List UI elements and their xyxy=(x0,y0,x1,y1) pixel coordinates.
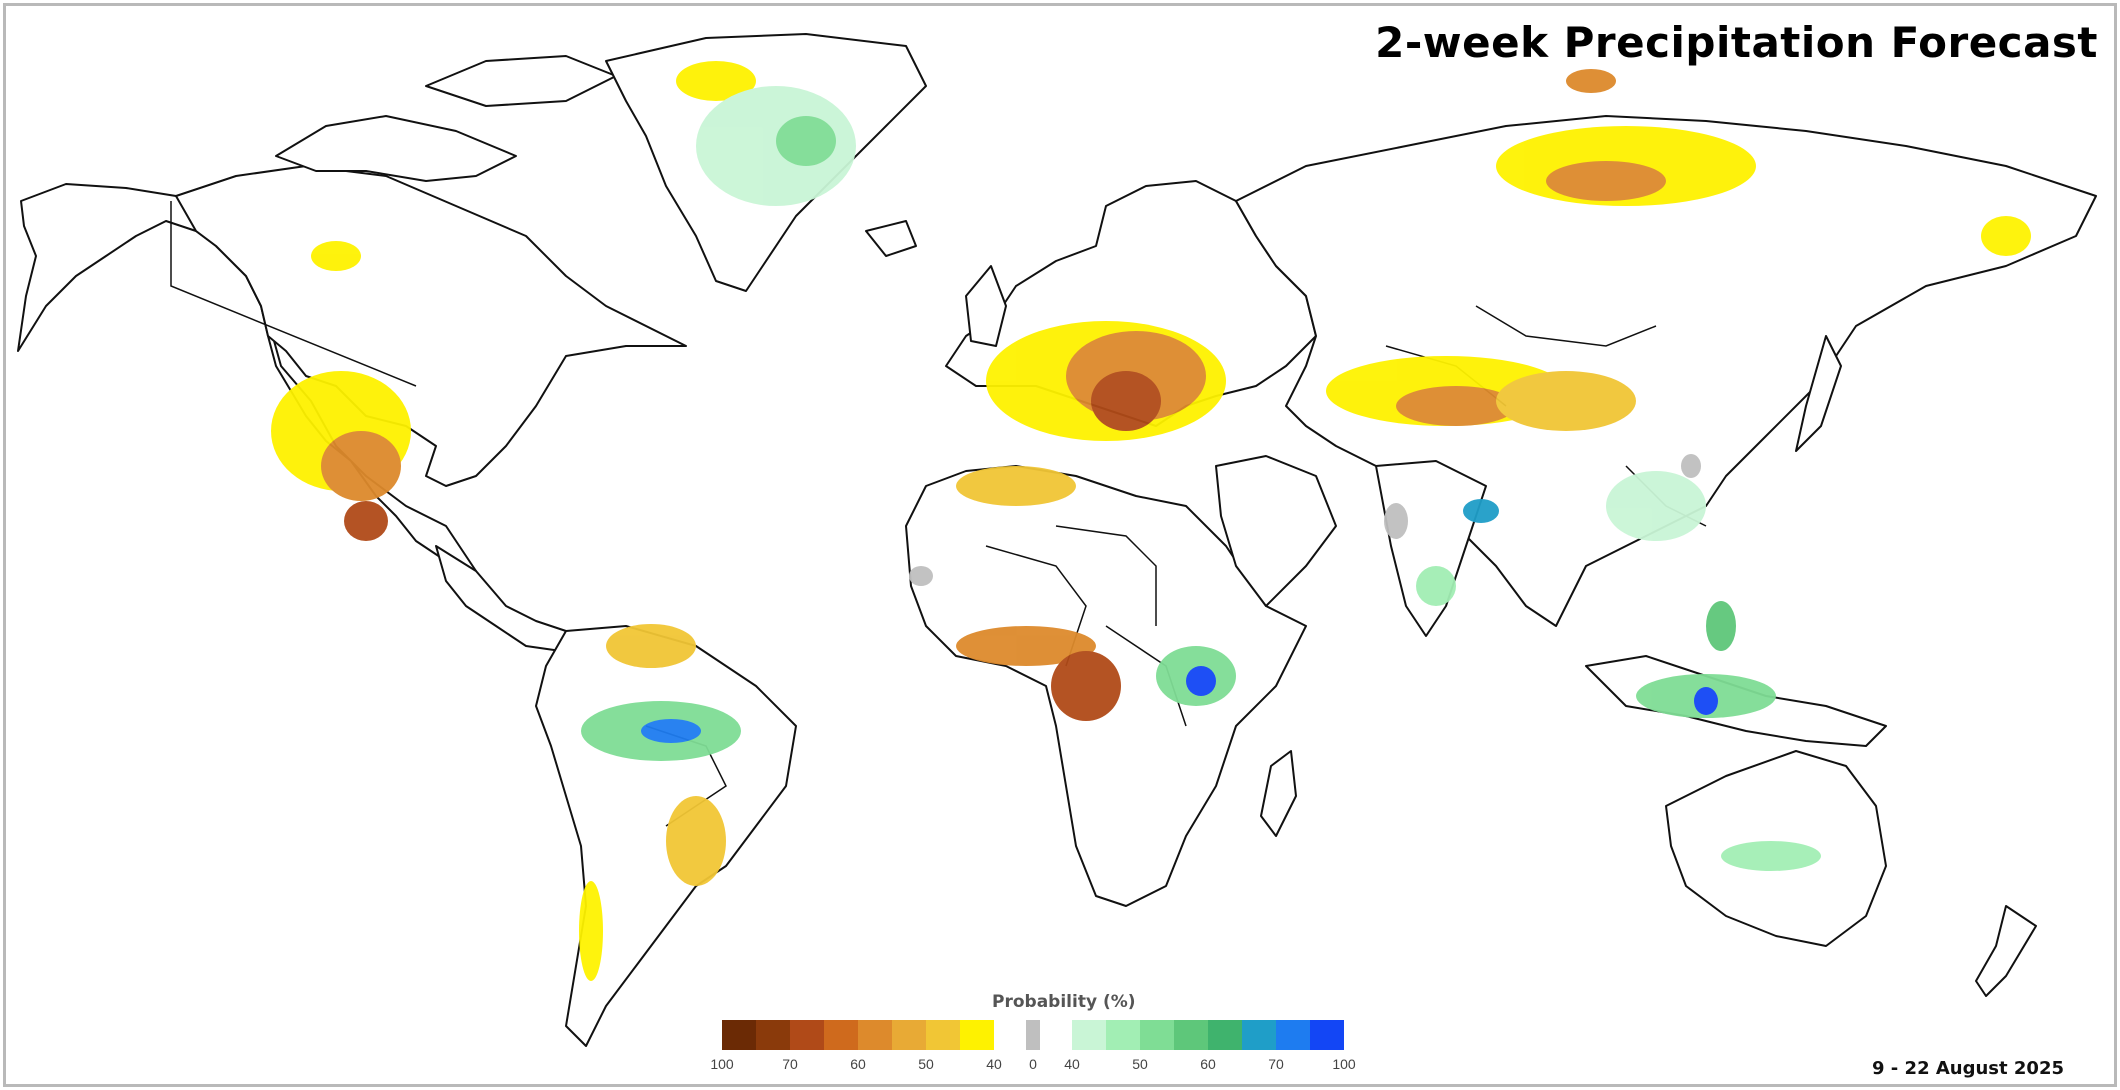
island-iceland xyxy=(865,220,917,257)
wet-patch-australia xyxy=(1721,841,1821,871)
legend-swatch-wet-7 xyxy=(1310,1020,1344,1050)
dry-patch-far-east xyxy=(1981,216,2031,256)
dry-patch-siberia-core xyxy=(1546,161,1666,201)
world-map xyxy=(17,33,2097,1047)
wet-patch-amazon-core xyxy=(641,719,701,743)
legend-tick-wet-3: 70 xyxy=(1268,1056,1284,1072)
date-range: 9 - 22 August 2025 xyxy=(1872,1058,2064,1079)
legend-title: Probability (%) xyxy=(992,992,1136,1012)
legend-tick-wet-2: 60 xyxy=(1200,1056,1216,1072)
arctic-islands-north xyxy=(425,55,617,107)
region-india xyxy=(1375,460,1487,637)
legend-swatch-dry-2 xyxy=(790,1020,824,1050)
probability-legend: Probability (%) 100 70 60 50 40 0 40 50 60 70 100 xyxy=(710,990,1412,1072)
wet-patch-china xyxy=(1606,471,1706,541)
legend-tick-wet-4: 100 xyxy=(1332,1056,1356,1072)
map-title: 2-week Precipitation Forecast xyxy=(1375,18,2098,67)
island-new-zealand xyxy=(1975,905,2037,997)
wet-patch-philippines xyxy=(1706,601,1736,651)
legend-swatch-dry-7 xyxy=(960,1020,994,1050)
legend-swatch-wet-0 xyxy=(1072,1020,1106,1050)
dry-patch-western-us-core xyxy=(321,431,401,501)
legend-swatch-wet-3 xyxy=(1174,1020,1208,1050)
region-arabia xyxy=(1215,455,1337,607)
neutral-patch-west-africa xyxy=(909,566,933,586)
legend-tick-dry-3: 50 xyxy=(918,1056,934,1072)
dry-patch-kazakhstan xyxy=(1396,386,1516,426)
continent-north-america-east xyxy=(175,165,687,487)
island-japan xyxy=(1795,335,1842,452)
legend-tick-wet-1: 50 xyxy=(1132,1056,1148,1072)
wet-patch-himalaya xyxy=(1463,499,1499,523)
legend-swatch-dry-6 xyxy=(926,1020,960,1050)
wet-patch-lake-victoria xyxy=(1186,666,1216,696)
dry-patch-balkans xyxy=(1091,371,1161,431)
legend-swatch-dry-0 xyxy=(722,1020,756,1050)
legend-swatch-wet-6 xyxy=(1276,1020,1310,1050)
dry-patch-mexico xyxy=(344,501,388,541)
wet-patch-greenland xyxy=(696,86,856,206)
legend-tick-dry-1: 70 xyxy=(782,1056,798,1072)
continent-south-america xyxy=(535,625,797,1047)
legend-swatch-dry-1 xyxy=(756,1020,790,1050)
legend-tick-dry-0: 100 xyxy=(710,1056,734,1072)
legend-swatch-wet-5 xyxy=(1242,1020,1276,1050)
legend-swatch-wet-4 xyxy=(1208,1020,1242,1050)
neutral-patch-pakistan xyxy=(1384,503,1408,539)
legend-tick-wet-0: 40 xyxy=(1064,1056,1080,1072)
island-britain xyxy=(965,265,1007,347)
forecast-patches xyxy=(271,61,2031,981)
legend-swatch-dry-4 xyxy=(858,1020,892,1050)
dry-patch-mongolia xyxy=(1496,371,1636,431)
legend-swatch-wet-2 xyxy=(1140,1020,1174,1050)
neutral-patch-china-east xyxy=(1681,454,1701,478)
dry-patch-venezuela xyxy=(606,624,696,668)
legend-tick-dry-4: 40 xyxy=(986,1056,1002,1072)
island-madagascar xyxy=(1260,750,1297,837)
legend-swatch-neutral xyxy=(1026,1020,1040,1050)
legend-swatch-dry-5 xyxy=(892,1020,926,1050)
dry-patch-north-africa xyxy=(956,466,1076,506)
dry-patch-canada xyxy=(311,241,361,271)
arctic-islands xyxy=(275,115,517,182)
legend-tick-neutral: 0 xyxy=(1029,1056,1037,1072)
land-masses xyxy=(17,33,2097,1047)
dry-patch-west-africa xyxy=(956,626,1096,666)
wet-patch-sulawesi xyxy=(1694,687,1718,715)
continent-central-america xyxy=(435,545,567,652)
dry-patch-arctic-russia xyxy=(1566,69,1616,93)
dry-patch-brazil-south xyxy=(666,796,726,886)
wet-patch-india xyxy=(1416,566,1456,606)
map-frame: 2-week Precipitation Forecast Probabilit… xyxy=(3,3,2117,1087)
legend-swatch-wet-1 xyxy=(1106,1020,1140,1050)
legend-tick-dry-2: 60 xyxy=(850,1056,866,1072)
dry-patch-chile xyxy=(579,881,603,981)
legend-swatch-dry-3 xyxy=(824,1020,858,1050)
dry-patch-congo xyxy=(1051,651,1121,721)
dry-patch-greenland xyxy=(676,61,756,101)
wet-patch-greenland-core xyxy=(776,116,836,166)
